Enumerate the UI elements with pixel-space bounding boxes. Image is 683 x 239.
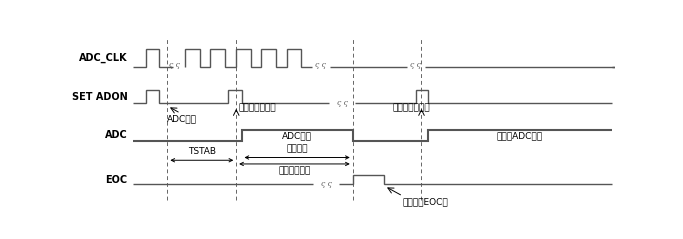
- Text: SET ADON: SET ADON: [72, 92, 128, 102]
- Text: ς ς: ς ς: [315, 60, 326, 69]
- Text: ς ς: ς ς: [337, 99, 348, 107]
- Text: ADC: ADC: [105, 130, 128, 141]
- Text: ς ς: ς ς: [169, 60, 180, 69]
- Text: ADC转换: ADC转换: [282, 131, 312, 140]
- Text: 整个转换时间: 整个转换时间: [279, 167, 311, 176]
- Text: 下一次ADC转换: 下一次ADC转换: [497, 131, 542, 140]
- Text: ADC上电: ADC上电: [167, 114, 197, 123]
- Text: TSTAB: TSTAB: [188, 147, 216, 156]
- Text: ς ς: ς ς: [321, 180, 332, 188]
- Text: ADC_CLK: ADC_CLK: [79, 53, 128, 63]
- Text: EOC: EOC: [106, 174, 128, 185]
- Text: ς ς: ς ς: [410, 60, 421, 69]
- Text: 开始第一次转换: 开始第一次转换: [239, 103, 277, 112]
- Text: 软件清除EOC位: 软件清除EOC位: [403, 197, 449, 206]
- Text: 开始下一次转换: 开始下一次转换: [392, 103, 430, 112]
- Text: 转换时间: 转换时间: [286, 144, 308, 153]
